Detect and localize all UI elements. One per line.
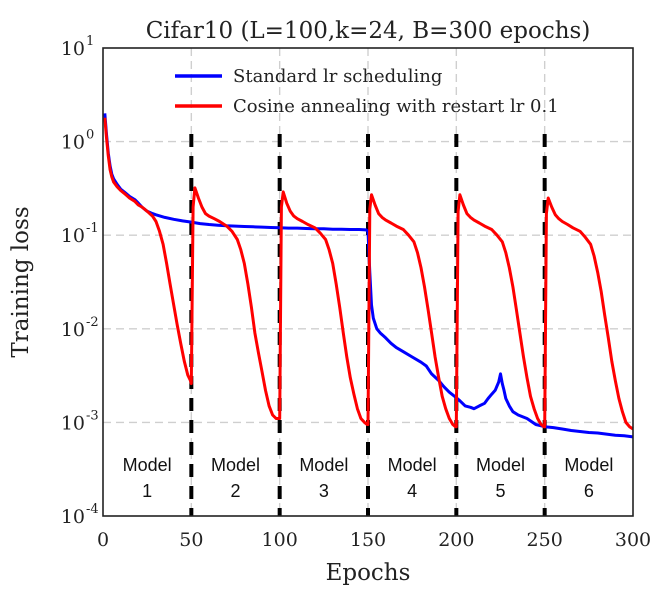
model-annotation-number: 5	[495, 481, 505, 501]
model-annotation-label: Model	[123, 455, 172, 475]
chart-title: Cifar10 (L=100,k=24, B=300 epochs)	[146, 18, 591, 44]
y-tick-label: 10	[61, 506, 85, 528]
x-tick-label: 200	[438, 529, 474, 551]
legend-label-standard: Standard lr scheduling	[233, 66, 442, 87]
model-annotation-number: 1	[142, 481, 152, 501]
x-tick-label: 300	[615, 529, 651, 551]
x-tick-label: 100	[262, 529, 298, 551]
series-line-cosine	[103, 117, 634, 431]
x-tick-label: 0	[97, 529, 109, 551]
model-annotation-label: Model	[476, 455, 525, 475]
model-annotation-label: Model	[564, 455, 613, 475]
y-tick-label: 10	[61, 412, 85, 434]
model-boundary-lines	[189, 134, 547, 516]
model-annotation-label: Model	[388, 455, 437, 475]
model-annotation-number: 4	[407, 481, 417, 501]
x-tick-label: 50	[179, 529, 203, 551]
plot-frame	[102, 47, 634, 517]
series-lines	[103, 113, 634, 439]
y-tick-exponent: 0	[86, 128, 94, 143]
model-annotation-label: Model	[299, 455, 348, 475]
legend: Standard lr scheduling Cosine annealing …	[175, 66, 559, 117]
model-annotation-number: 3	[319, 481, 329, 501]
model-annotation-number: 2	[230, 481, 240, 501]
series-line-standard	[103, 113, 634, 439]
model-annotation-number: 6	[584, 481, 594, 501]
y-tick-exponent: 1	[86, 34, 94, 49]
x-tick-label: 250	[527, 529, 563, 551]
model-annotation-label: Model	[211, 455, 260, 475]
y-tick-label: 10	[61, 38, 85, 60]
y-tick-label: 10	[61, 225, 85, 247]
x-tick-labels: 0 50 100 150 200 250 300	[97, 529, 651, 551]
y-tick-label: 10	[61, 319, 85, 341]
x-tick-label: 150	[350, 529, 386, 551]
y-tick-exponent: -4	[86, 502, 99, 517]
y-axis-label: Training loss	[8, 206, 34, 357]
legend-label-cosine: Cosine annealing with restart lr 0.1	[233, 96, 559, 117]
y-tick-label: 10	[61, 132, 85, 154]
y-tick-exponent: -1	[86, 221, 99, 236]
y-tick-exponent: -3	[86, 408, 99, 423]
model-annotations: Model 1 Model 2 Model 3 Model 4 Model 5 Model 6	[123, 455, 614, 501]
y-tick-exponent: -2	[86, 315, 99, 330]
x-axis-label: Epochs	[326, 560, 411, 586]
